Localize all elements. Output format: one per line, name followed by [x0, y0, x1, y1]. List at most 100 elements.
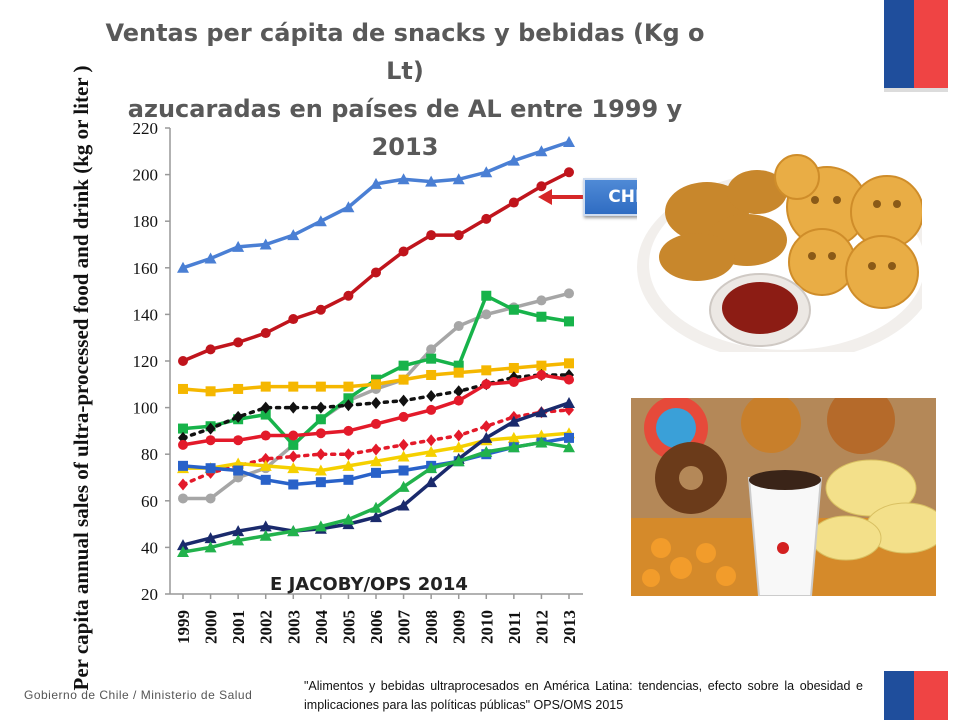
y-tick-label: 40 [141, 538, 158, 557]
data-point [370, 501, 382, 513]
data-point [426, 353, 437, 364]
data-point [315, 304, 326, 315]
data-point [371, 379, 381, 390]
data-point [178, 460, 188, 471]
y-tick-label: 80 [141, 445, 158, 464]
data-point [564, 288, 574, 299]
data-point [563, 396, 575, 408]
data-point [480, 431, 493, 443]
data-point [204, 541, 217, 553]
data-point [288, 430, 299, 441]
data-point [232, 534, 245, 546]
data-point [232, 240, 245, 252]
data-point [370, 511, 382, 523]
series-7 [178, 369, 574, 450]
data-point [481, 379, 492, 390]
y-tick-label: 20 [141, 585, 158, 604]
chile-callout-arrowhead [538, 189, 552, 205]
data-point [343, 381, 354, 392]
data-point [178, 423, 188, 434]
data-point [425, 462, 438, 474]
data-point [426, 230, 437, 241]
data-point [536, 295, 547, 306]
data-point [508, 197, 519, 208]
data-point [315, 401, 326, 414]
data-point [535, 145, 548, 157]
data-point [453, 385, 464, 398]
data-point [260, 409, 271, 420]
data-point [371, 467, 381, 478]
data-point [342, 201, 355, 213]
data-point [536, 181, 547, 192]
x-tick-label: 2004 [312, 610, 331, 645]
y-tick-label: 120 [133, 352, 159, 371]
data-point [314, 215, 327, 227]
data-point [536, 369, 547, 380]
data-point [288, 401, 299, 414]
data-point [259, 529, 272, 541]
data-point [398, 411, 409, 422]
data-point [564, 358, 574, 369]
data-point [481, 420, 492, 433]
data-point [343, 393, 354, 404]
data-point [507, 431, 520, 443]
data-point [233, 435, 244, 446]
data-point [287, 525, 300, 537]
x-tick-label: 2000 [202, 610, 221, 644]
slide-title-line-2: azucaradas en países de AL entre 1999 y … [127, 95, 683, 161]
data-point [315, 477, 326, 488]
data-point [508, 304, 519, 315]
data-point [260, 381, 271, 392]
data-point [260, 430, 271, 441]
data-point [452, 441, 465, 453]
data-point [481, 290, 492, 301]
data-point [371, 443, 381, 456]
data-point [205, 463, 216, 474]
data-point [480, 445, 493, 457]
data-point [287, 462, 300, 474]
data-point [397, 499, 410, 511]
slide-title: Ventas per cápita de snacks y bebidas (K… [95, 14, 715, 166]
x-tick-label: 2010 [477, 610, 496, 644]
data-point [259, 459, 272, 471]
chile-flag-bottom-icon [884, 671, 948, 720]
data-point [563, 135, 575, 147]
data-point [481, 309, 492, 320]
data-point [425, 476, 438, 488]
y-tick-label: 160 [133, 259, 159, 278]
data-point [315, 448, 326, 461]
x-tick-label: 2012 [532, 610, 551, 644]
x-tick-label: 2001 [229, 610, 248, 644]
data-point [398, 374, 409, 385]
data-point [453, 367, 464, 378]
data-point [233, 383, 244, 394]
data-point [453, 230, 464, 241]
data-point [398, 246, 409, 257]
x-tick-label: 2007 [395, 610, 414, 645]
footer-ministry: Gobierno de Chile / Ministerio de Salud [24, 688, 253, 702]
data-point [564, 374, 574, 385]
series-1 [177, 135, 575, 273]
data-point [288, 479, 299, 490]
data-point [259, 238, 272, 250]
data-point [564, 432, 574, 443]
data-point [370, 455, 382, 467]
data-point [260, 401, 271, 414]
data-point [204, 252, 217, 264]
data-point [453, 321, 464, 332]
data-point [453, 429, 464, 442]
data-point [315, 414, 326, 425]
x-tick-label: 2005 [339, 610, 358, 644]
data-point [342, 513, 355, 525]
data-point [314, 520, 327, 532]
data-point [343, 425, 354, 436]
footer-citation: "Alimentos y bebidas ultraprocesados en … [304, 679, 863, 712]
data-point [342, 459, 355, 471]
data-point [397, 450, 410, 462]
data-point [564, 167, 574, 178]
series-2 [178, 167, 574, 366]
data-point [398, 394, 409, 407]
data-point [371, 396, 381, 409]
data-point [453, 360, 464, 371]
